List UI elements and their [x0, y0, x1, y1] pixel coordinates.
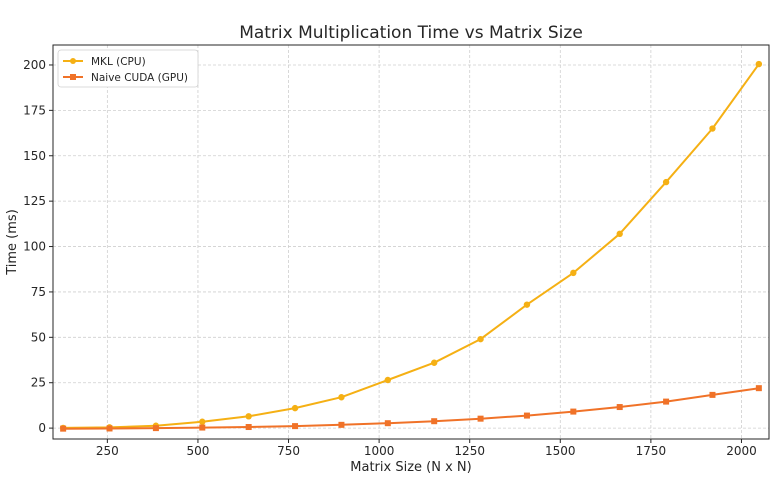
data-point	[152, 425, 159, 432]
data-point	[570, 408, 577, 415]
legend-label: MKL (CPU)	[91, 56, 146, 68]
data-point	[477, 415, 484, 422]
legend-box	[57, 49, 199, 88]
x-tick-label: 1250	[454, 444, 485, 458]
legend-item: Naive CUDA (GPU)	[63, 72, 188, 84]
series-layer	[59, 60, 763, 432]
legend-label: Naive CUDA (GPU)	[91, 72, 188, 84]
legend-marker	[70, 58, 76, 64]
data-point	[245, 413, 252, 420]
data-point	[477, 335, 484, 343]
x-tick-label: 1750	[636, 444, 667, 458]
x-axis-label: Matrix Size (N x N)	[350, 460, 471, 475]
data-point	[291, 404, 299, 412]
x-tick-label: 500	[186, 444, 209, 458]
series-line	[63, 63, 760, 429]
data-point	[338, 394, 345, 401]
chart-title: Matrix Multiplication Time vs Matrix Siz…	[239, 23, 583, 43]
x-tick-label: 2000	[726, 444, 757, 458]
y-tick-label: 200	[23, 58, 46, 72]
data-point	[60, 425, 67, 432]
data-point	[384, 420, 391, 427]
data-point	[755, 385, 762, 392]
data-point	[616, 404, 623, 411]
x-tick-label: 750	[277, 444, 300, 458]
data-point	[523, 412, 530, 419]
y-tick-label: 100	[23, 240, 46, 254]
data-point	[384, 376, 392, 384]
legend: MKL (CPU) Naive CUDA (GPU)	[57, 49, 199, 88]
legend-marker	[70, 74, 76, 80]
data-point	[431, 418, 438, 425]
y-tick-label: 150	[23, 149, 46, 163]
data-point	[616, 230, 623, 238]
y-tick-label: 25	[31, 376, 46, 390]
data-point	[292, 423, 299, 430]
data-point	[430, 359, 438, 366]
y-tick-label: 50	[31, 330, 46, 344]
legend-item: MKL (CPU)	[63, 56, 146, 68]
series-2	[60, 385, 762, 432]
data-point	[709, 125, 716, 132]
y-tick-label: 125	[23, 194, 46, 208]
data-point	[106, 425, 113, 432]
x-tick-label: 250	[96, 444, 119, 458]
data-point	[570, 269, 577, 277]
grid-lines	[53, 45, 769, 439]
x-tick-label: 1000	[364, 444, 395, 458]
data-point	[338, 421, 345, 428]
y-tick-label: 175	[23, 103, 46, 117]
y-tick-label: 75	[31, 285, 46, 299]
series-1	[59, 60, 763, 432]
data-point	[755, 60, 763, 68]
plot-area-border	[52, 44, 770, 440]
series-line	[63, 387, 760, 430]
y-tick-label: 0	[38, 421, 46, 435]
x-tick-label: 1500	[545, 444, 576, 458]
y-axis-label: Time (ms)	[5, 209, 20, 276]
data-point	[245, 424, 252, 431]
axis-ticks: 250 500 750 1000 1250 1500 1750 2000 0 25 50 75 100 1…	[23, 58, 757, 458]
data-point	[709, 391, 716, 398]
data-point	[662, 178, 670, 186]
data-point	[523, 301, 531, 308]
data-point	[663, 398, 670, 405]
data-point	[199, 424, 206, 431]
data-point	[199, 418, 206, 425]
